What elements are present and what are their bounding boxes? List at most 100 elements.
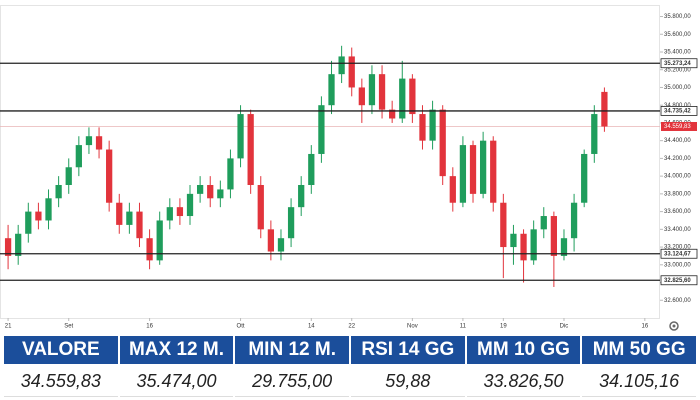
- candle: [247, 109, 254, 194]
- candle-body: [217, 189, 224, 199]
- level-label: 34.735,42: [664, 108, 691, 114]
- candle-body: [308, 153, 315, 185]
- y-tick-label: 34.800,00: [664, 103, 691, 109]
- candle-body: [510, 233, 517, 248]
- candle-body: [106, 149, 113, 203]
- candle-body: [25, 211, 32, 234]
- candle-body: [287, 207, 295, 239]
- candle: [287, 198, 295, 248]
- table-header: MM 10 GG: [466, 336, 581, 364]
- candle: [500, 193, 507, 279]
- table-value: 34.105,16: [582, 366, 696, 397]
- candle-body: [4, 238, 12, 256]
- candle: [106, 140, 113, 212]
- y-tick-label: 35.400,00: [664, 50, 691, 56]
- candle-body: [338, 56, 345, 75]
- y-tick-label: 34.000,00: [664, 174, 691, 180]
- candle-body: [85, 136, 93, 146]
- candle: [348, 47, 355, 97]
- candle: [540, 207, 547, 239]
- candle: [520, 229, 527, 283]
- candle-body: [95, 136, 103, 150]
- candle-body: [439, 109, 446, 177]
- candle: [4, 224, 12, 270]
- candle-body: [368, 74, 376, 106]
- settings-icon[interactable]: [669, 321, 679, 331]
- candle-body: [318, 105, 325, 154]
- candle-body: [186, 193, 194, 217]
- candle: [399, 60, 406, 123]
- candle: [116, 193, 123, 234]
- candle-body: [15, 233, 22, 256]
- candle-body: [348, 56, 355, 88]
- candle: [510, 224, 517, 265]
- candle-body: [45, 198, 52, 221]
- y-tick-label: 33.800,00: [664, 191, 691, 197]
- candle: [469, 140, 477, 203]
- candle: [550, 211, 558, 287]
- y-tick-label: 35.800,00: [664, 14, 691, 20]
- candle: [318, 96, 325, 163]
- candle-body: [55, 184, 62, 199]
- candle-body: [116, 202, 123, 225]
- candle: [55, 176, 62, 208]
- x-tick-label: 22: [348, 324, 355, 330]
- x-tick-label: 14: [308, 324, 315, 330]
- candle: [591, 105, 598, 163]
- x-tick-label: 19: [500, 324, 507, 330]
- candle: [378, 65, 386, 119]
- y-tick-label: 35.600,00: [664, 32, 691, 38]
- level-label: 32.825,60: [664, 278, 691, 284]
- candle: [338, 45, 345, 84]
- last-price-label: 34.559,83: [664, 124, 691, 130]
- candle: [45, 189, 52, 230]
- candle: [389, 100, 396, 123]
- stats-table: VALORE MAX 12 M. MIN 12 M. RSI 14 GG MM 10 G…: [4, 336, 696, 397]
- table-value: 35.474,00: [119, 366, 234, 397]
- candle-body: [479, 140, 487, 194]
- candle-body: [156, 220, 163, 261]
- level-label: 33.124,67: [664, 251, 691, 257]
- candle-body: [601, 91, 608, 127]
- y-tick-label: 35.200,00: [664, 67, 691, 73]
- candle: [439, 105, 446, 185]
- candle: [217, 180, 224, 208]
- candle-body: [146, 238, 153, 261]
- candle-body: [126, 211, 133, 225]
- candle: [15, 224, 22, 265]
- candle-body: [277, 238, 285, 252]
- candle: [368, 65, 376, 115]
- x-tick-label: 16: [146, 324, 153, 330]
- last-price-box: [661, 121, 697, 131]
- level-label-box: [660, 106, 698, 116]
- candle: [136, 202, 143, 248]
- table-header: VALORE: [4, 336, 118, 364]
- y-tick-label: 34.200,00: [664, 156, 691, 162]
- candle: [560, 229, 568, 261]
- candle-body: [459, 145, 467, 203]
- candle-body: [358, 87, 365, 106]
- x-tick-label: Dic: [560, 324, 569, 330]
- candle: [490, 136, 497, 212]
- table-value: 59,88: [350, 366, 465, 397]
- candle-body: [176, 207, 184, 217]
- y-tick-label: 32.600,00: [664, 298, 691, 304]
- candle-body: [449, 176, 456, 203]
- candle-body: [257, 184, 264, 230]
- candle: [308, 145, 315, 194]
- candle: [449, 167, 456, 212]
- plot-frame: [0, 5, 660, 319]
- candle-body: [328, 74, 335, 106]
- candle: [196, 176, 204, 203]
- candle: [75, 136, 82, 177]
- level-label-box: [660, 248, 698, 259]
- y-tick-label: 33.000,00: [664, 262, 691, 268]
- candle: [581, 149, 588, 208]
- table-value: 29.755,00: [235, 366, 349, 397]
- candle-body: [136, 211, 143, 239]
- candle-body: [75, 145, 82, 168]
- table-value: 34.559,83: [4, 366, 118, 397]
- x-tick-label: Set: [64, 324, 73, 330]
- x-tick-label: Ott: [237, 324, 245, 330]
